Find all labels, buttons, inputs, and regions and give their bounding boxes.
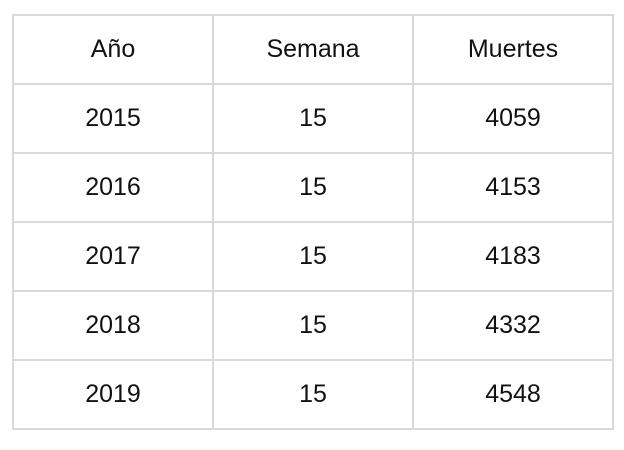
header-cell-week: Semana xyxy=(212,14,414,85)
table-row: 2017 15 4183 xyxy=(12,221,614,292)
cell-year: 2016 xyxy=(12,152,214,223)
table-row: 2016 15 4153 xyxy=(12,152,614,223)
table-row: 2019 15 4548 xyxy=(12,359,614,430)
cell-deaths: 4332 xyxy=(412,290,614,361)
cell-year: 2017 xyxy=(12,221,214,292)
cell-deaths: 4059 xyxy=(412,83,614,154)
cell-week: 15 xyxy=(212,290,414,361)
cell-week: 15 xyxy=(212,221,414,292)
cell-week: 15 xyxy=(212,359,414,430)
data-table: Año Semana Muertes 2015 15 4059 2016 15 … xyxy=(12,14,614,430)
cell-year: 2019 xyxy=(12,359,214,430)
cell-week: 15 xyxy=(212,83,414,154)
cell-deaths: 4153 xyxy=(412,152,614,223)
data-table-container: Año Semana Muertes 2015 15 4059 2016 15 … xyxy=(12,14,614,430)
cell-week: 15 xyxy=(212,152,414,223)
table-row: 2015 15 4059 xyxy=(12,83,614,154)
cell-year: 2018 xyxy=(12,290,214,361)
cell-deaths: 4183 xyxy=(412,221,614,292)
cell-year: 2015 xyxy=(12,83,214,154)
header-cell-deaths: Muertes xyxy=(412,14,614,85)
cell-deaths: 4548 xyxy=(412,359,614,430)
table-row: 2018 15 4332 xyxy=(12,290,614,361)
header-cell-year: Año xyxy=(12,14,214,85)
header-row: Año Semana Muertes xyxy=(12,14,614,85)
